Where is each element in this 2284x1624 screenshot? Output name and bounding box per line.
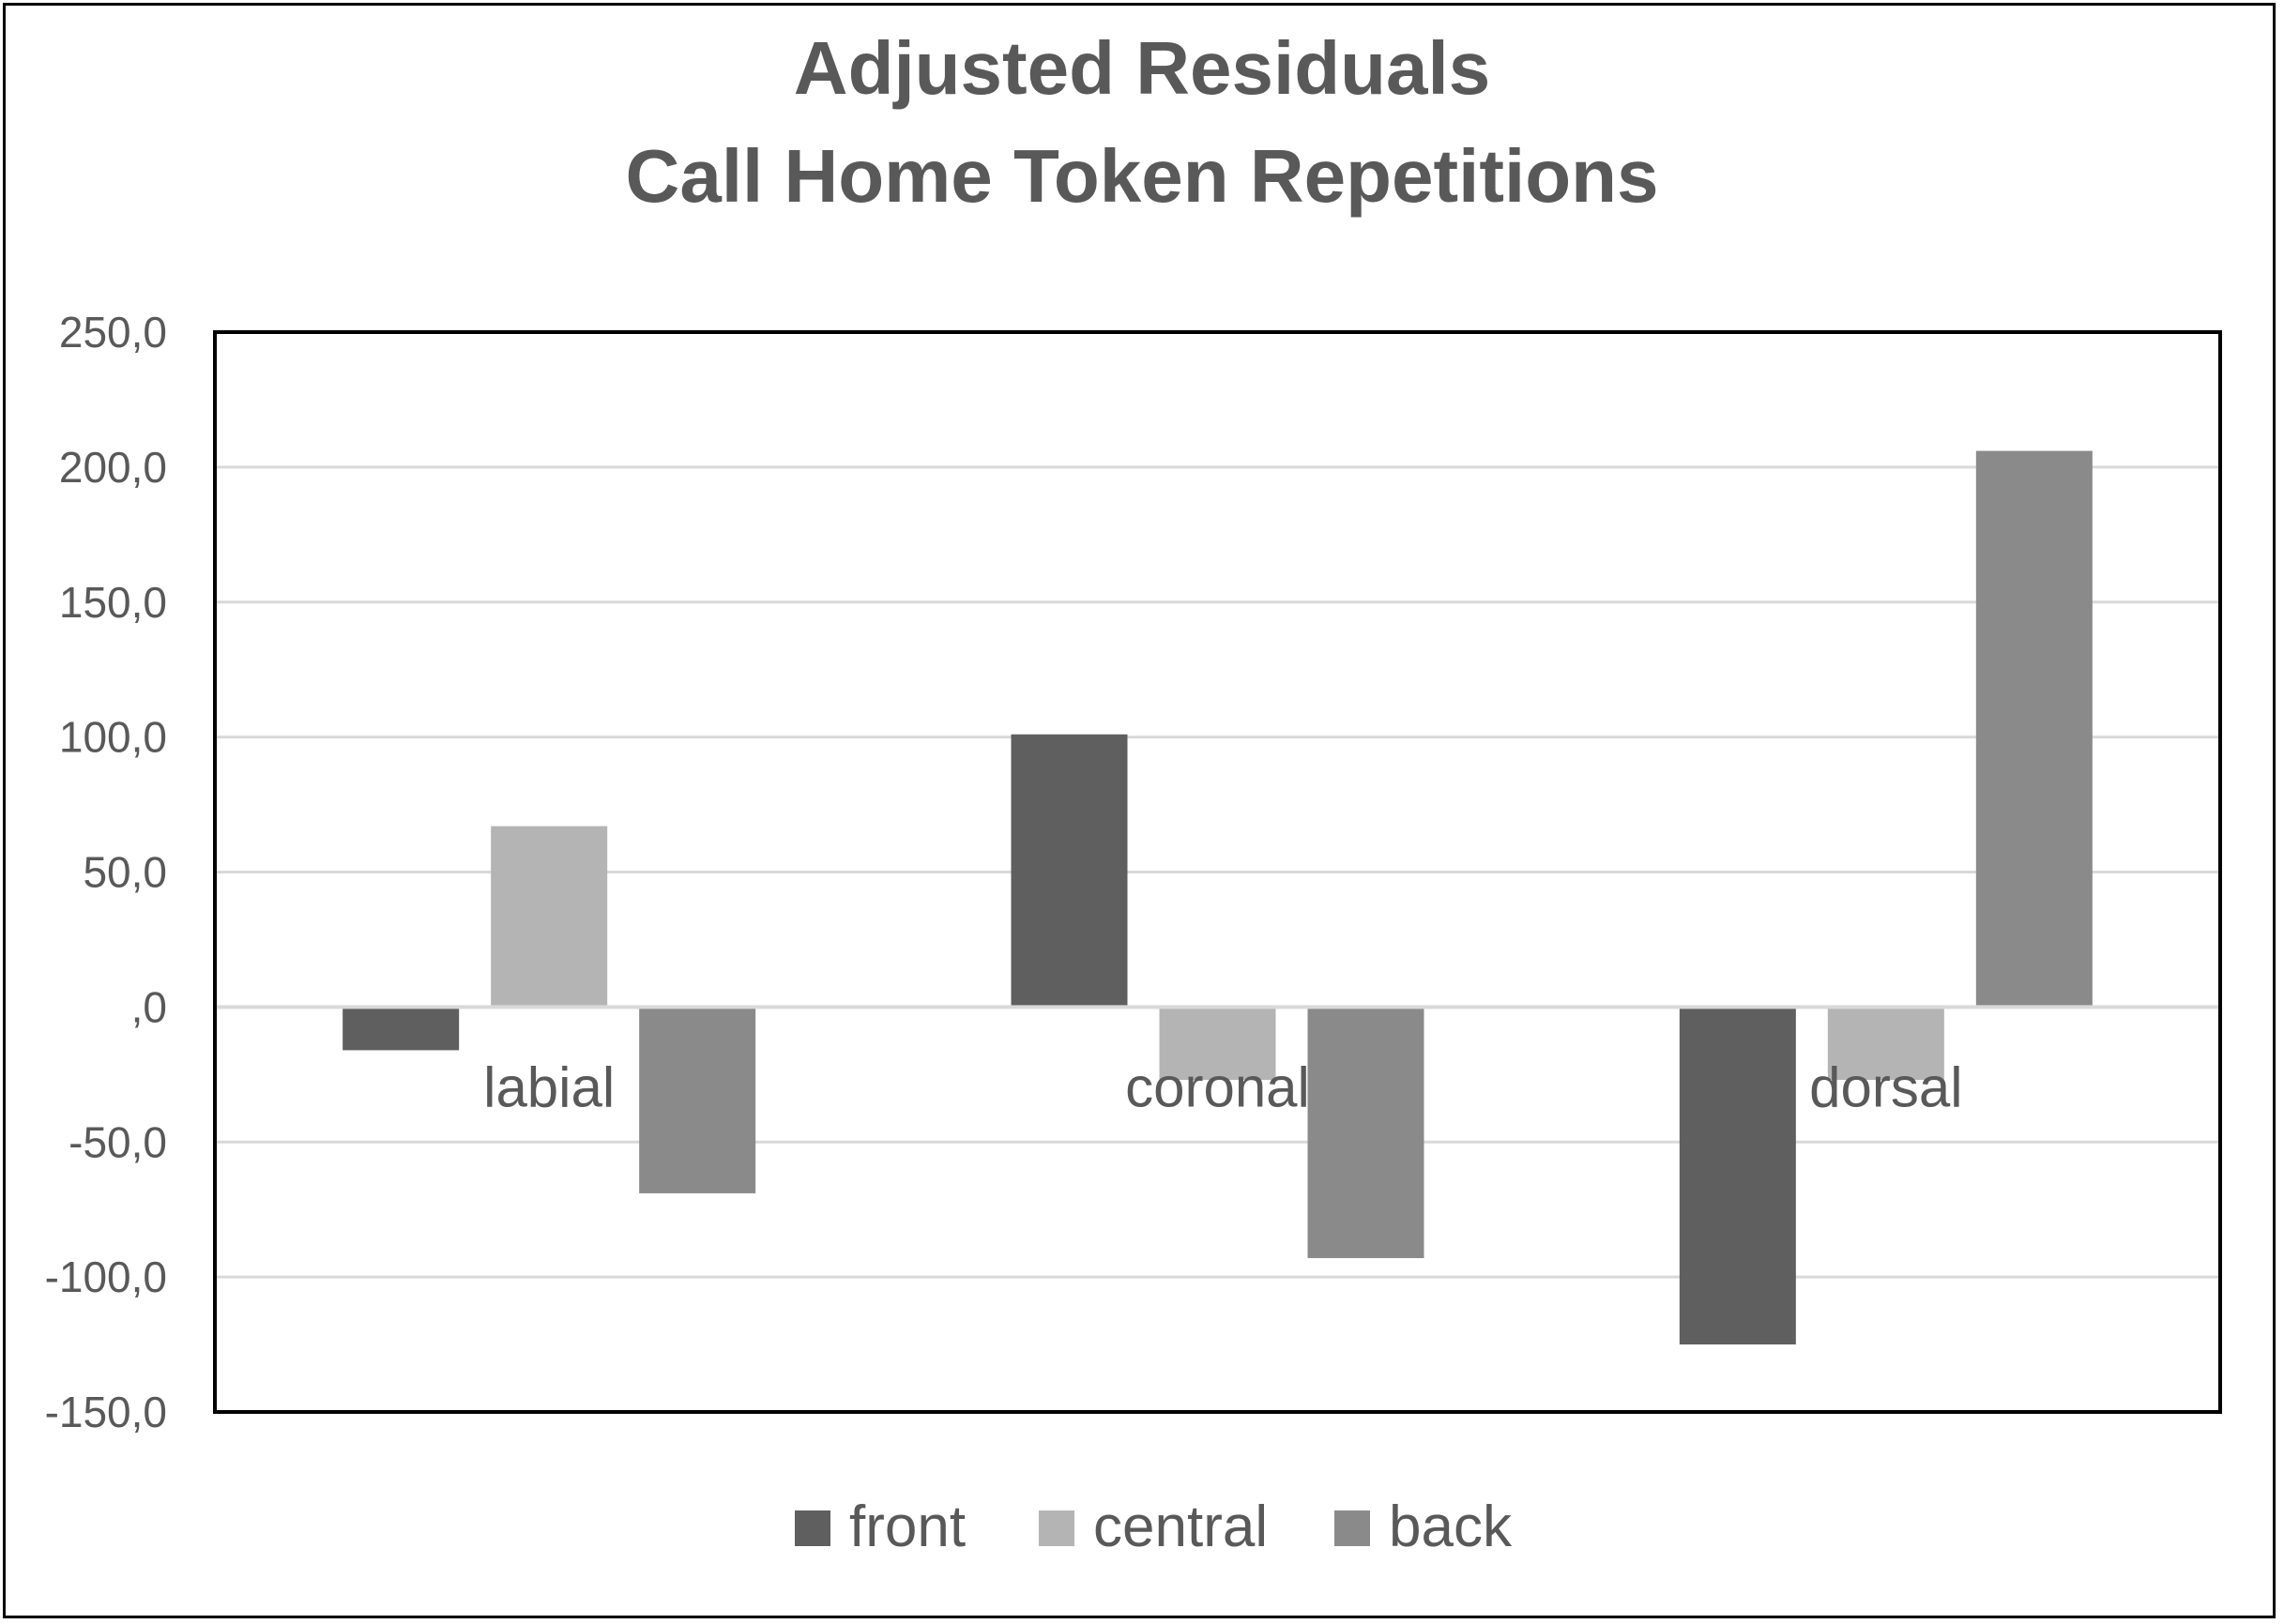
- legend-swatch-front: [795, 1510, 830, 1546]
- legend-label: front: [849, 1495, 966, 1559]
- y-tick-label: 200,0: [59, 443, 167, 492]
- y-tick-label: 150,0: [59, 578, 167, 627]
- category-label: coronal: [1125, 1055, 1310, 1118]
- y-tick-label: -100,0: [45, 1252, 167, 1301]
- category-labels: labial coronal dorsal: [483, 1055, 1962, 1118]
- chart-title-line-1: Adjusted Residuals: [793, 26, 1491, 110]
- y-tick-label: 250,0: [59, 308, 167, 357]
- y-tick-label: ,0: [131, 982, 167, 1031]
- legend-label: central: [1093, 1495, 1268, 1559]
- category-label: dorsal: [1809, 1055, 1962, 1118]
- bar-central-labial: [491, 826, 608, 1008]
- bar-back-coronal: [1307, 1007, 1424, 1258]
- bar-back-dorsal: [1975, 450, 2093, 1008]
- legend-swatch-central: [1039, 1510, 1074, 1546]
- y-tick-label: -50,0: [69, 1117, 167, 1166]
- chart-title-line-2: Call Home Token Repetitions: [625, 134, 1659, 218]
- y-axis-ticks: 250,0 200,0 150,0 100,0 50,0 ,0 -50,0 -100,0 -15…: [45, 308, 167, 1436]
- plot-area-border: [213, 330, 2222, 1414]
- bar-front-coronal: [1011, 734, 1128, 1008]
- bar-central-dorsal: [1827, 1007, 1944, 1081]
- category-label: labial: [483, 1055, 615, 1118]
- y-tick-label: 50,0: [83, 848, 167, 897]
- legend: front central back: [795, 1495, 1513, 1559]
- bar-central-coronal: [1159, 1007, 1276, 1081]
- legend-swatch-back: [1334, 1510, 1370, 1546]
- chart-frame: [3, 3, 2276, 1618]
- bar-back-labial: [639, 1007, 756, 1193]
- bar-front-labial: [343, 1007, 460, 1051]
- y-tick-label: -150,0: [45, 1388, 167, 1436]
- bar-front-dorsal: [1679, 1007, 1796, 1345]
- bars: [343, 450, 2093, 1345]
- y-tick-label: 100,0: [59, 713, 167, 762]
- legend-label: back: [1389, 1495, 1513, 1559]
